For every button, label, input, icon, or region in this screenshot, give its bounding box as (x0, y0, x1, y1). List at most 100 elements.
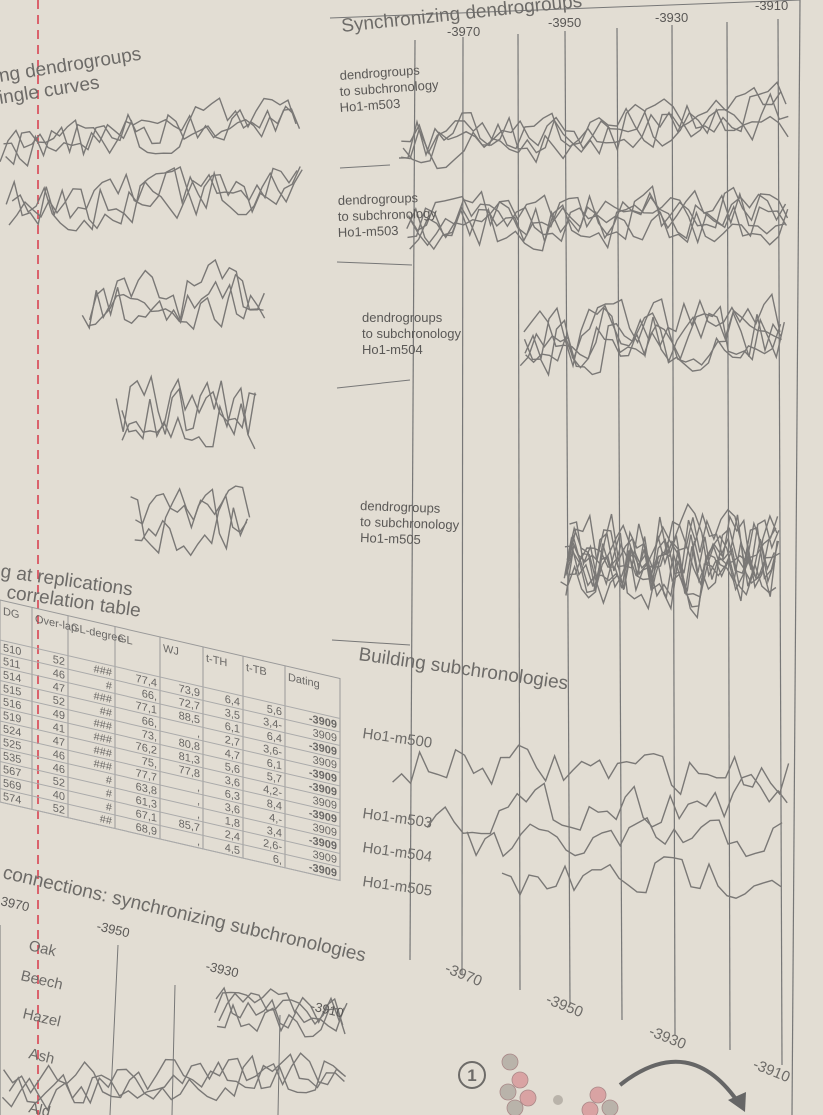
table-cell: 67,1 (136, 808, 157, 825)
ring-curve (563, 532, 775, 620)
tick-label: -3950 (548, 15, 581, 30)
table-cell: ### (94, 690, 113, 706)
tree-dot (501, 1053, 519, 1071)
year-line (564, 30, 571, 1006)
ring-curve (8, 1054, 343, 1105)
table-rule (0, 666, 340, 746)
table-cell: 510 (3, 642, 21, 658)
table-rule (0, 693, 340, 773)
table-rule (0, 653, 340, 733)
table-cell: 524 (3, 723, 21, 739)
ring-curve (519, 305, 785, 376)
ring-curve (568, 526, 780, 606)
ring-curve (402, 86, 782, 164)
table-cell: 6,4 (225, 694, 240, 709)
group-label: dendrogroups (362, 310, 443, 325)
ring-curve (115, 374, 257, 435)
group-label: Ho1-m503 (338, 223, 399, 240)
ring-curve (501, 856, 782, 899)
step-circle (458, 1061, 486, 1089)
table-cell: 4,5 (225, 842, 240, 857)
year-line (461, 36, 464, 976)
table-cell: 46 (53, 748, 65, 763)
ring-curve (0, 97, 297, 163)
table-cell: 1,8 (225, 815, 240, 830)
table-cell: 46 (53, 762, 65, 777)
table-cell: 77,4 (136, 673, 157, 690)
ring-curve (3, 1052, 347, 1099)
ring-curve (130, 485, 251, 555)
ring-curve (565, 534, 777, 598)
top-rule (329, 0, 801, 19)
ring-curve (5, 105, 295, 166)
group-label: to subchronology (338, 206, 438, 224)
table-header: GL (118, 632, 133, 647)
year-line (277, 1014, 281, 1115)
table-cell: 5,7 (267, 771, 282, 786)
table-cell: 4,2- (263, 783, 282, 799)
table-cell: ### (94, 758, 113, 774)
group-label: dendrogroups (360, 498, 441, 516)
table-cell: 49 (53, 708, 65, 723)
table-cell: 3909 (313, 795, 337, 812)
table-cell: ## (100, 705, 113, 720)
ring-curve (216, 1003, 346, 1038)
species-label: Ash (27, 1045, 56, 1067)
ring-curve (134, 493, 248, 557)
table-rule (0, 720, 340, 800)
table-cell: 77,8 (179, 764, 200, 781)
table-cell: 5,6 (225, 761, 240, 776)
ring-curve (400, 99, 789, 170)
ring-curve (525, 298, 782, 366)
table-rule (0, 761, 340, 841)
table-cell: 8,4 (267, 798, 282, 813)
table-cell: 46 (53, 667, 65, 682)
ring-curve (406, 189, 785, 251)
ring-curve (407, 195, 787, 244)
ring-curve (568, 502, 780, 578)
table-cell: 72,7 (179, 696, 200, 713)
year-line (517, 33, 521, 991)
table-cell: 2,4 (225, 829, 240, 844)
leader-line (336, 261, 413, 266)
table-cell: 61,3 (136, 794, 157, 811)
table-cell: 525 (3, 737, 21, 753)
poster-edge (791, 0, 801, 1115)
tick-label: -3930 (204, 958, 240, 980)
ring-curve (401, 92, 789, 156)
table-cell: 47 (53, 681, 65, 696)
year-line (171, 984, 176, 1115)
table-cell: 77,7 (136, 767, 157, 784)
table-cell: 41 (53, 721, 65, 736)
ring-curve (408, 184, 789, 247)
table-cell: , (197, 795, 200, 808)
table-cell: , (197, 728, 200, 741)
step-number: 1 (467, 1066, 476, 1085)
ring-curve (565, 527, 777, 611)
table-cell: ### (94, 731, 113, 747)
ring-curve (566, 523, 778, 598)
ring-curve (3, 97, 301, 168)
tick-label: -3910 (755, 0, 788, 13)
table-cell: 514 (3, 669, 21, 685)
table-cell: 52 (53, 654, 65, 669)
ring-curve (81, 258, 265, 330)
table-cell: , (197, 836, 200, 849)
table-cell: 73,9 (179, 683, 200, 700)
table-cell: # (106, 788, 113, 801)
table-cell: 511 (3, 656, 21, 672)
table-cell: 3909 (313, 727, 337, 744)
table-cell: 569 (3, 777, 21, 793)
species-label: Ald (27, 1099, 52, 1115)
ring-curve (409, 197, 789, 250)
table-header: t-TB (246, 662, 267, 679)
tree-dot (519, 1089, 537, 1107)
table-rule (0, 707, 340, 787)
table-cell: 6,1 (267, 757, 282, 772)
table-cell: ### (94, 717, 113, 733)
tick-label: -3950 (95, 918, 131, 940)
table-cell: 88,5 (179, 710, 200, 727)
table-cell: 52 (53, 694, 65, 709)
ring-curve (218, 992, 348, 1026)
